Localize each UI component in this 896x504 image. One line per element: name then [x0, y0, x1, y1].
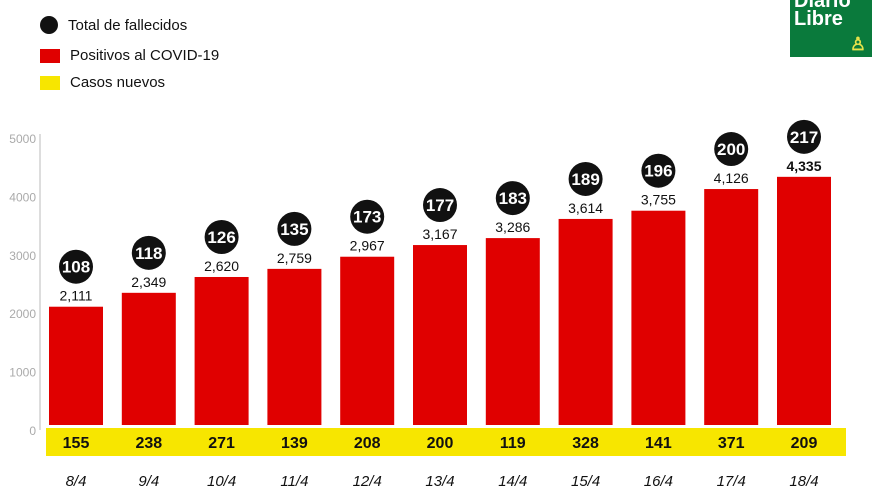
- x-tick-label: 15/4: [571, 473, 600, 490]
- deaths-label: 118: [135, 244, 162, 263]
- x-tick-label: 9/4: [138, 473, 159, 490]
- new-cases-label: 238: [135, 435, 162, 452]
- positives-bar: [558, 218, 613, 425]
- positives-bar: [340, 256, 395, 425]
- deaths-label: 183: [499, 189, 527, 208]
- y-tick-label: 3000: [9, 249, 36, 263]
- legend-item-positives: Positivos al COVID-19: [40, 47, 219, 64]
- y-tick-label: 5000: [9, 132, 36, 146]
- x-tick-label: 12/4: [353, 473, 382, 490]
- deaths-marker: [568, 161, 603, 196]
- positives-label: 3,167: [422, 226, 457, 242]
- new-cases-label: 141: [645, 435, 672, 452]
- positives-bar: [267, 268, 322, 425]
- positives-label: 3,614: [568, 200, 603, 216]
- positives-bar: [121, 292, 176, 425]
- positives-bar: [49, 306, 103, 425]
- new-cases-label: 200: [427, 435, 454, 452]
- new-cases-label: 139: [281, 435, 308, 452]
- x-tick-label: 10/4: [207, 473, 236, 490]
- diario-libre-logo: Diario Libre ♙: [790, 0, 872, 57]
- new-cases-label: 208: [354, 435, 381, 452]
- deaths-marker: [641, 153, 676, 188]
- deaths-label: 196: [644, 162, 672, 181]
- positives-label: 2,967: [350, 238, 385, 254]
- deaths-marker: [495, 181, 530, 216]
- positives-label: 4,335: [786, 158, 821, 174]
- circle-icon: [40, 16, 58, 34]
- deaths-marker: [423, 188, 457, 223]
- new-cases-band: [46, 428, 846, 456]
- positives-bar: [413, 245, 467, 425]
- deaths-label: 177: [426, 196, 454, 215]
- legend-item-new-cases: Casos nuevos: [40, 74, 165, 91]
- y-tick-label: 1000: [9, 366, 36, 380]
- positives-bar: [194, 276, 249, 425]
- positives-bar: [777, 176, 831, 425]
- y-tick-label: 2000: [9, 307, 36, 321]
- positives-label: 4,126: [714, 170, 749, 186]
- y-tick-label: 4000: [9, 190, 36, 204]
- legend-label: Total de fallecidos: [68, 16, 188, 34]
- deaths-marker: [714, 132, 749, 167]
- x-tick-label: 13/4: [425, 473, 454, 490]
- new-cases-label: 371: [718, 435, 745, 452]
- y-tick-label: 0: [29, 424, 36, 438]
- legend-item-deaths: Total de fallecidos: [40, 16, 187, 34]
- x-tick-label: 14/4: [498, 473, 527, 490]
- positives-label: 2,111: [60, 288, 93, 304]
- positives-label: 2,620: [204, 258, 239, 274]
- deaths-marker: [59, 249, 93, 284]
- positives-bar: [704, 189, 759, 425]
- deaths-marker: [787, 119, 821, 154]
- x-tick-label: 8/4: [66, 473, 87, 490]
- legend-label: Casos nuevos: [70, 74, 166, 91]
- x-tick-label: 17/4: [717, 473, 746, 490]
- x-tick-label: 11/4: [280, 473, 308, 490]
- legend-label: Positivos al COVID-19: [70, 47, 220, 64]
- deaths-label: 108: [62, 258, 90, 277]
- deaths-label: 200: [717, 140, 745, 159]
- red-swatch: [40, 48, 60, 63]
- deaths-label: 189: [571, 170, 599, 189]
- positives-label: 2,759: [277, 250, 312, 266]
- new-cases-label: 155: [63, 435, 90, 452]
- positives-label: 3,286: [495, 219, 530, 235]
- deaths-label: 126: [207, 228, 235, 247]
- new-cases-label: 271: [208, 435, 235, 452]
- new-cases-label: 119: [500, 435, 526, 452]
- x-tick-label: 16/4: [644, 473, 673, 490]
- deaths-label: 173: [353, 208, 381, 227]
- deaths-label: 217: [790, 128, 818, 147]
- positives-bar: [631, 210, 686, 425]
- positives-label: 2,349: [131, 274, 166, 290]
- deaths-label: 135: [280, 220, 308, 239]
- positives-bar: [485, 238, 540, 425]
- new-cases-label: 328: [572, 435, 599, 452]
- deaths-marker: [277, 211, 312, 246]
- deaths-marker: [350, 199, 385, 234]
- yellow-swatch: [40, 75, 60, 90]
- deaths-marker: [204, 219, 239, 254]
- x-tick-label: 18/4: [789, 473, 818, 490]
- new-cases-label: 209: [791, 435, 818, 452]
- positives-label: 3,755: [641, 192, 676, 208]
- deaths-marker: [131, 235, 166, 270]
